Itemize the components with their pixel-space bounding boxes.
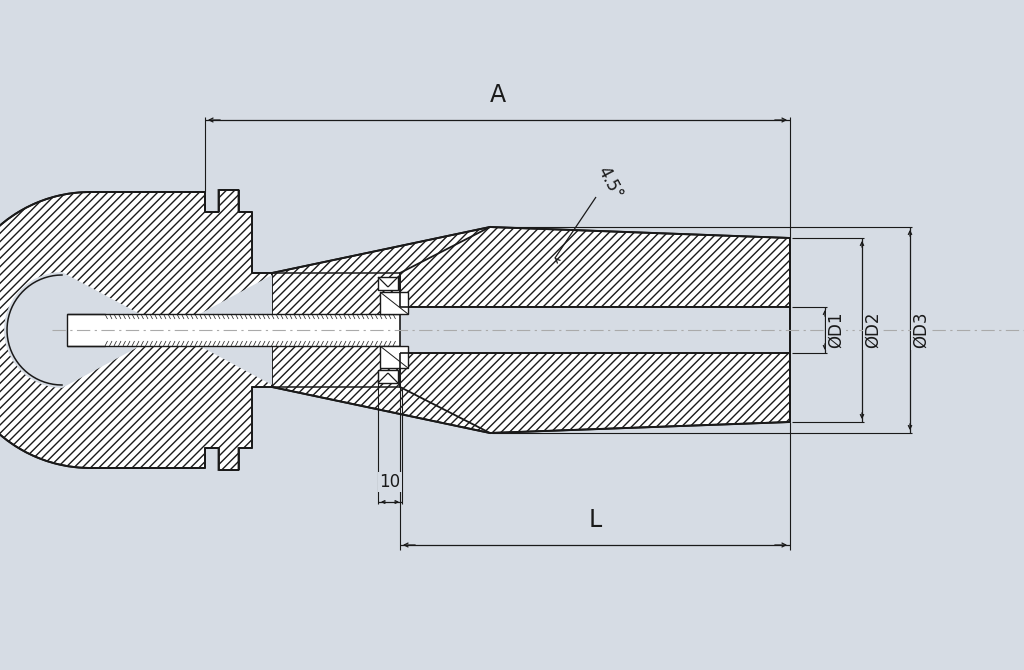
Text: ØD2: ØD2 [864, 312, 882, 348]
Polygon shape [400, 353, 790, 433]
Polygon shape [380, 346, 408, 368]
Polygon shape [380, 292, 408, 314]
Polygon shape [378, 370, 398, 383]
Polygon shape [272, 227, 490, 433]
Polygon shape [4, 272, 272, 388]
Polygon shape [400, 227, 790, 307]
Text: ØD3: ØD3 [912, 312, 930, 348]
Polygon shape [378, 277, 398, 290]
Text: L: L [589, 508, 602, 532]
Text: ØD1: ØD1 [827, 312, 845, 348]
Polygon shape [67, 314, 406, 346]
Text: 4.5°: 4.5° [594, 163, 626, 202]
Text: A: A [489, 83, 506, 107]
Polygon shape [400, 307, 790, 353]
Polygon shape [0, 190, 272, 470]
Text: 10: 10 [380, 473, 400, 491]
